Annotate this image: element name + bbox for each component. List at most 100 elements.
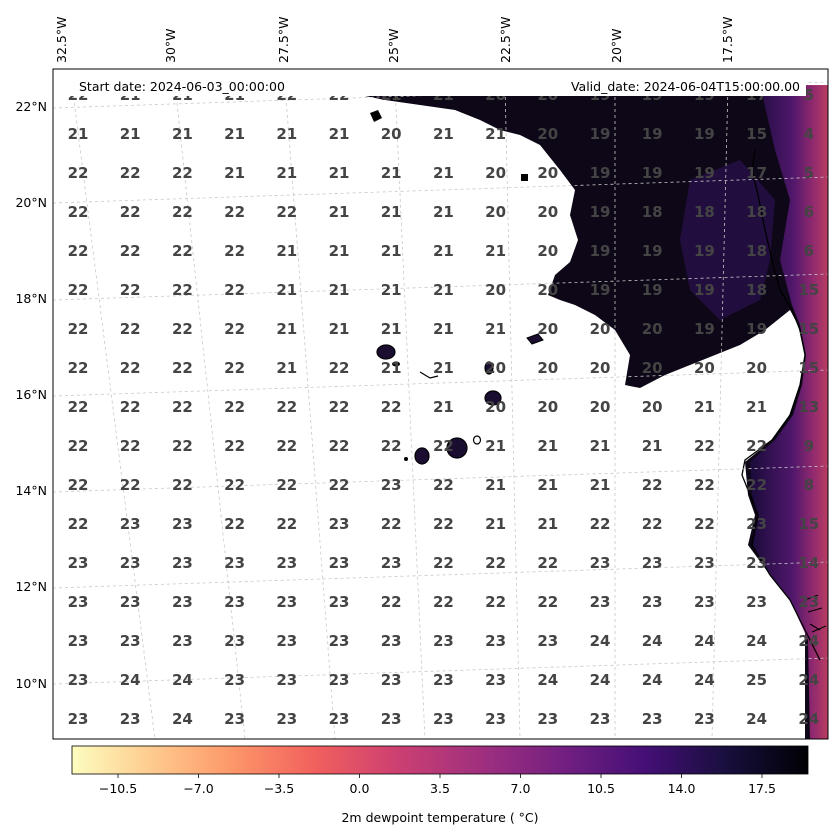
grid-value-label: 23 — [694, 593, 715, 611]
header-bar — [68, 75, 806, 96]
grid-value-label: 23 — [276, 593, 297, 611]
colorbar-label: 2m dewpoint temperature ( °C) — [341, 810, 538, 825]
grid-value-label: 15 — [798, 281, 819, 299]
grid-value-label: 22 — [224, 359, 245, 377]
grid-value-label: 17 — [746, 164, 767, 182]
grid-value-label: 22 — [172, 398, 193, 416]
grid-value-label: 22 — [694, 437, 715, 455]
grid-value-label: 19 — [694, 242, 715, 260]
island-canary — [370, 110, 382, 122]
grid-value-label: 22 — [68, 437, 89, 455]
grid-value-label: 20 — [642, 320, 663, 338]
grid-value-label: 23 — [224, 554, 245, 572]
grid-value-label: 22 — [224, 476, 245, 494]
grid-value-label: 24 — [694, 632, 715, 650]
latitude-labels: 22°N 20°N 18°N 16°N 14°N 12°N 10°N — [15, 99, 47, 691]
grid-value-label: 23 — [329, 671, 350, 689]
grid-value-label: 22 — [694, 515, 715, 533]
grid-value-label: 23 — [224, 632, 245, 650]
grid-value-label: 22 — [224, 515, 245, 533]
grid-value-label: 21 — [329, 203, 350, 221]
grid-value-label: 23 — [276, 554, 297, 572]
grid-value-label: 19 — [590, 281, 611, 299]
grid-value-label: 22 — [224, 242, 245, 260]
grid-value-label: 22 — [381, 398, 402, 416]
grid-value-label: 23 — [694, 710, 715, 728]
map-frame — [52, 68, 829, 740]
grid-value-label: 20 — [537, 242, 558, 260]
grid-value-label: 22 — [172, 164, 193, 182]
grid-value-label: 6 — [804, 242, 814, 260]
grid-value-label: 22 — [172, 203, 193, 221]
grid-value-label: 19 — [642, 242, 663, 260]
grid-value-label: 21 — [433, 359, 454, 377]
grid-value-label: 21 — [433, 203, 454, 221]
grid-value-label: 23 — [537, 632, 558, 650]
grid-value-label: 23 — [172, 554, 193, 572]
lat-label: 12°N — [15, 579, 47, 594]
grid-value-label: 13 — [798, 398, 819, 416]
grid-value-label: 21 — [433, 242, 454, 260]
grid-value-label: 23 — [381, 476, 402, 494]
grid-value-label: 23 — [68, 710, 89, 728]
grid-value-label: 21 — [537, 437, 558, 455]
grid-value-label: 22 — [642, 515, 663, 533]
grid-value-label: 22 — [172, 437, 193, 455]
grid-value-label: 20 — [537, 320, 558, 338]
grid-value-label: 9 — [804, 437, 814, 455]
grid-value-label: 4 — [804, 125, 814, 143]
grid-value-label: 18 — [694, 203, 715, 221]
grid-value-label: 5 — [804, 164, 814, 182]
valid-date: Valid_date: 2024-06-04T15:00:00.00 — [571, 79, 800, 94]
grid-value-label: 23 — [329, 710, 350, 728]
grid-value-label: 21 — [485, 515, 506, 533]
lat-label: 18°N — [15, 291, 47, 306]
island-cape-verde-2 — [392, 361, 400, 367]
lon-label: 32.5°W — [54, 17, 69, 63]
grid-value-label: 20 — [694, 359, 715, 377]
grid-value-label: 21 — [329, 281, 350, 299]
grid-value-label: 21 — [590, 476, 611, 494]
grid-value-label: 21 — [381, 242, 402, 260]
grid-value-label: 22 — [381, 437, 402, 455]
grid-value-label: 21 — [537, 476, 558, 494]
grid-value-label: 22 — [120, 437, 141, 455]
island-cape-verde-4 — [484, 361, 494, 375]
island-cape-verde-8 — [472, 435, 482, 445]
grid-value-label: 23 — [746, 515, 767, 533]
grid-value-label: 22 — [329, 476, 350, 494]
grid-value-label: 23 — [590, 593, 611, 611]
grid-value-label: 23 — [172, 515, 193, 533]
grid-value-label: 19 — [590, 203, 611, 221]
island-cape-verde-7 — [446, 437, 468, 459]
colorbar-tick-label: 3.5 — [430, 781, 450, 796]
grid-value-label: 20 — [381, 125, 402, 143]
grid-value-label: 22 — [120, 398, 141, 416]
grid-value-label: 24 — [798, 671, 819, 689]
grid-value-label: 24 — [172, 710, 193, 728]
grid-value-label: 24 — [642, 671, 663, 689]
grid-value-label: 21 — [381, 320, 402, 338]
colorbar — [71, 745, 809, 775]
grid-value-label: 21 — [329, 320, 350, 338]
grid-value-label: 21 — [68, 125, 89, 143]
grid-value-label: 24 — [590, 632, 611, 650]
grid-value-label: 23 — [798, 593, 819, 611]
grid-value-label: 21 — [485, 125, 506, 143]
grid-value-label: 20 — [642, 359, 663, 377]
grid-value-label: 22 — [172, 242, 193, 260]
grid-value-label: 22 — [68, 164, 89, 182]
land-purple-inland — [680, 160, 775, 320]
grid-value-label: 23 — [537, 710, 558, 728]
grid-value-label: 22 — [120, 203, 141, 221]
grid-value-label: 15 — [746, 125, 767, 143]
grid-value-label: 20 — [485, 203, 506, 221]
grid-value-label: 22 — [329, 359, 350, 377]
lon-label: 27.5°W — [276, 17, 291, 63]
grid-value-label: 23 — [120, 593, 141, 611]
grid-value-label: 24 — [746, 632, 767, 650]
grid-value-label: 18 — [746, 203, 767, 221]
grid-value-label: 21 — [642, 437, 663, 455]
lat-label: 16°N — [15, 387, 47, 402]
grid-value-label: 22 — [120, 476, 141, 494]
